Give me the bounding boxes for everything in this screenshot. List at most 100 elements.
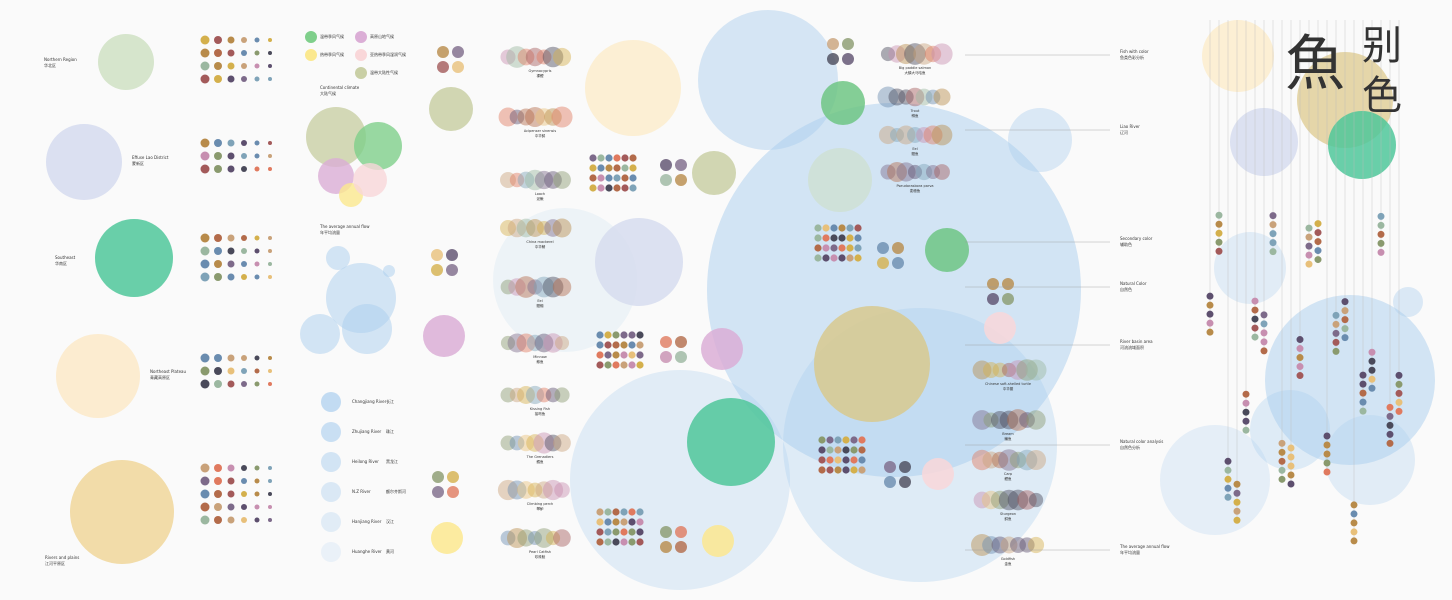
- circle: [214, 165, 222, 173]
- circle: [1350, 519, 1358, 527]
- circle: [1002, 293, 1014, 305]
- circle: [268, 492, 272, 496]
- circle: [1332, 347, 1340, 355]
- circle: [854, 254, 862, 262]
- circle: [254, 248, 260, 254]
- circle: [846, 254, 854, 262]
- label: 大鳞大马哈鱼: [905, 70, 926, 75]
- circle: [56, 334, 140, 418]
- circle: [1377, 239, 1385, 247]
- circle: [543, 333, 563, 353]
- circle: [1206, 328, 1214, 336]
- circle: [1296, 372, 1304, 380]
- circle: [1395, 398, 1403, 406]
- circle: [620, 341, 628, 349]
- circle: [1350, 537, 1358, 545]
- circle: [431, 249, 443, 261]
- circle: [342, 304, 392, 354]
- circle: [446, 264, 458, 276]
- circle: [355, 49, 367, 61]
- circle: [524, 169, 546, 191]
- circle: [604, 361, 612, 369]
- circle: [604, 351, 612, 359]
- circle: [990, 490, 1010, 510]
- circle: [241, 248, 247, 254]
- circle: [517, 481, 535, 499]
- circle: [589, 184, 597, 192]
- circle: [675, 159, 687, 171]
- circle: [268, 369, 272, 373]
- circle: [200, 233, 210, 243]
- circle: [972, 360, 992, 380]
- label: 自然色分析: [1120, 444, 1140, 450]
- circle: [826, 456, 834, 464]
- circle: [838, 224, 846, 232]
- circle: [214, 354, 222, 362]
- circle: [527, 279, 543, 295]
- circle: [268, 382, 272, 386]
- circle: [1341, 334, 1349, 342]
- label: 裸鲤: [537, 73, 545, 78]
- circle: [1000, 536, 1018, 554]
- circle: [1027, 536, 1045, 554]
- circle: [268, 356, 272, 360]
- circle: [500, 49, 516, 65]
- circle: [500, 435, 516, 451]
- label: 年平均流量: [1120, 549, 1140, 555]
- circle: [200, 138, 210, 148]
- circle: [1296, 354, 1304, 362]
- circle: [850, 436, 858, 444]
- circle: [1002, 278, 1014, 290]
- circle: [687, 398, 775, 486]
- circle: [254, 153, 260, 159]
- circle: [526, 434, 544, 452]
- circle: [1296, 345, 1304, 353]
- circle: [923, 125, 943, 145]
- circle: [973, 491, 991, 509]
- circle: [877, 86, 899, 108]
- label: China mackerel: [526, 240, 553, 244]
- circle: [1251, 315, 1259, 323]
- label: 鲦鱼: [537, 359, 545, 364]
- circle: [1260, 329, 1268, 337]
- circle: [214, 152, 222, 160]
- circle: [880, 164, 896, 180]
- circle: [1314, 256, 1322, 264]
- circle: [254, 368, 260, 374]
- circle: [818, 466, 826, 474]
- circle: [423, 315, 465, 357]
- circle: [822, 244, 830, 252]
- circle: [536, 49, 552, 65]
- circle: [982, 536, 1000, 554]
- circle: [675, 351, 687, 363]
- circle: [241, 517, 247, 523]
- circle: [214, 49, 222, 57]
- circle: [612, 351, 620, 359]
- circle: [1215, 247, 1223, 255]
- circle: [604, 538, 612, 546]
- circle: [838, 234, 846, 242]
- circle: [1251, 297, 1259, 305]
- circle: [605, 174, 613, 182]
- circle: [1007, 409, 1029, 431]
- circle: [254, 50, 260, 56]
- circle: [254, 504, 260, 510]
- label: Eel: [912, 147, 917, 151]
- circle: [972, 410, 992, 430]
- circle: [200, 366, 210, 376]
- circle: [200, 463, 210, 473]
- circle: [904, 43, 926, 65]
- circle: [305, 31, 317, 43]
- circle: [1008, 360, 1028, 380]
- circle: [850, 446, 858, 454]
- circle: [1332, 320, 1340, 328]
- circle: [846, 224, 854, 232]
- circle: [227, 367, 235, 375]
- circle: [613, 184, 621, 192]
- circle: [1224, 475, 1232, 483]
- circle: [596, 528, 604, 536]
- circle: [268, 38, 272, 42]
- label: Secondary color: [1120, 236, 1153, 241]
- circle: [1323, 432, 1331, 440]
- label: 青藏高原区: [150, 374, 170, 380]
